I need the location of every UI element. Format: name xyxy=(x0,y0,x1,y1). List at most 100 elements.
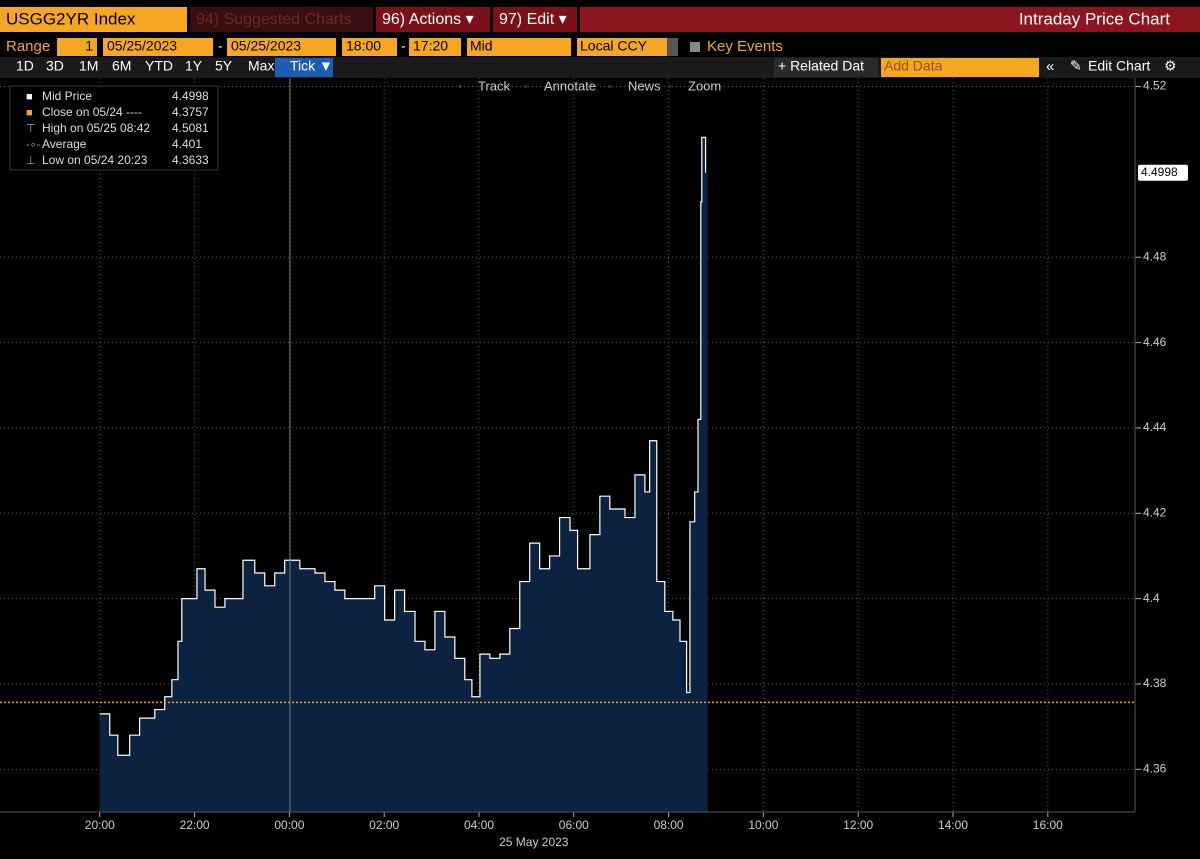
y-tick-label: 4.38 xyxy=(1143,676,1167,690)
range-value[interactable]: 1 xyxy=(85,38,93,54)
x-tick-label: 10:00 xyxy=(748,818,778,832)
period-button[interactable]: 5Y xyxy=(215,58,233,74)
edit-chart[interactable]: Edit Chart xyxy=(1088,58,1150,74)
period-buttons: 1D 3D 1M 6M YTD 1Y 5Y Max Tick ▼ xyxy=(16,58,333,77)
x-tick-label: 00:00 xyxy=(274,818,304,832)
input[interactable] xyxy=(881,58,1039,77)
y-tick-label: 4.4 xyxy=(1143,591,1160,605)
start-date[interactable]: 05/25/2023 xyxy=(107,38,177,54)
checkbox[interactable] xyxy=(690,42,700,52)
chart-tool[interactable]: Track xyxy=(478,78,511,93)
period-button[interactable]: Tick ▼ xyxy=(290,58,333,74)
ticker-box[interactable] xyxy=(0,7,187,32)
period-button[interactable]: 6M xyxy=(112,58,131,74)
menu-button[interactable] xyxy=(493,7,577,32)
period-button[interactable]: YTD xyxy=(145,58,173,74)
dropdown[interactable] xyxy=(577,38,677,56)
tool-icon[interactable]: ◦ xyxy=(524,81,528,93)
input[interactable] xyxy=(103,38,213,56)
legend-value: 4.3757 xyxy=(172,105,209,119)
menu-button[interactable] xyxy=(190,7,373,32)
period-selected[interactable] xyxy=(275,58,333,77)
x-tick-label: 04:00 xyxy=(464,818,494,832)
legend-icon: ⊥ xyxy=(26,155,36,167)
legend-value: 4.3633 xyxy=(172,153,209,167)
x-tick-label: 06:00 xyxy=(559,818,589,832)
collapse[interactable]: « xyxy=(1046,58,1054,75)
legend-label: Low on 05/24 20:23 xyxy=(42,153,148,167)
dash: - xyxy=(401,38,406,54)
ticker[interactable]: USGG2YR Index xyxy=(6,9,136,28)
field[interactable]: Mid xyxy=(470,38,493,54)
legend-value: 4.5081 xyxy=(172,121,209,135)
tool-icon[interactable]: ◦ xyxy=(608,81,612,93)
price-line xyxy=(99,136,707,756)
period-button[interactable]: 1Y xyxy=(185,58,203,74)
input[interactable] xyxy=(227,38,336,56)
tool-icon[interactable]: ◦ xyxy=(458,81,462,93)
related-data[interactable]: + Related Dat xyxy=(778,58,864,74)
legend-label: High on 05/25 08:42 xyxy=(42,121,150,135)
settings-icon[interactable]: ⚙ xyxy=(1164,58,1177,74)
dropdown-arrow[interactable] xyxy=(667,38,678,56)
period-button[interactable]: 1D xyxy=(16,58,34,74)
date-label: 25 May 2023 xyxy=(499,835,569,849)
x-tick-label: 22:00 xyxy=(180,818,210,832)
chart-tool[interactable]: News xyxy=(628,78,661,93)
legend-icon: ■ xyxy=(26,91,33,103)
chart-tools: ◦ Track ◦ Annotate ◦ News ◦ Zoom xyxy=(458,78,721,93)
dash: - xyxy=(218,38,223,54)
menu-button[interactable] xyxy=(376,7,490,32)
area xyxy=(99,137,708,812)
y-tick-label: 4.52 xyxy=(1143,79,1167,93)
y-tick-label: 4.36 xyxy=(1143,761,1167,775)
y-tick-label: 4.44 xyxy=(1143,420,1167,434)
plot: 4.36 4.38 4.4 4.42 4.44 4.46 4.48 4.52 20:00 22:0… xyxy=(0,78,1188,849)
legend-label: Close on 05/24 ---- xyxy=(42,105,142,119)
x-tick-label: 02:00 xyxy=(369,818,399,832)
legend-icon: ■ xyxy=(26,107,33,119)
x-tick-label: 08:00 xyxy=(654,818,684,832)
end-date[interactable]: 05/25/2023 xyxy=(231,38,301,54)
end-time[interactable]: 17:20 xyxy=(413,38,448,54)
x-tick-label: 20:00 xyxy=(85,818,115,832)
y-tick-label: 4.46 xyxy=(1143,335,1167,349)
page-title: Intraday Price Chart xyxy=(1019,9,1170,28)
dropdown[interactable] xyxy=(467,38,571,56)
tool-icon[interactable]: ◦ xyxy=(668,81,672,93)
period-button[interactable]: 3D xyxy=(46,58,64,74)
legend-value: 4.4998 xyxy=(172,89,209,103)
period-button[interactable]: Max xyxy=(248,58,274,74)
button[interactable] xyxy=(774,58,878,77)
edit-icon[interactable]: ✎ xyxy=(1070,58,1082,74)
add-data[interactable]: Add Data xyxy=(884,58,943,74)
x-tick-label: 16:00 xyxy=(1033,818,1063,832)
input[interactable] xyxy=(57,38,97,56)
legend-icon: ⊤ xyxy=(26,123,36,135)
menu-item[interactable]: 94) Suggested Charts xyxy=(196,11,352,28)
input[interactable] xyxy=(409,38,461,56)
last-price-box xyxy=(1138,164,1188,181)
legend-box xyxy=(9,85,219,171)
chart-tool[interactable]: Zoom xyxy=(688,78,721,93)
y-tick-label: 4.48 xyxy=(1143,249,1167,263)
x-tick-label: 12:00 xyxy=(843,818,873,832)
range-label: Range xyxy=(6,38,50,55)
start-time[interactable]: 18:00 xyxy=(346,38,381,54)
menu-item[interactable]: 96) Actions ▾ xyxy=(382,11,474,28)
y-tick-label: 4.42 xyxy=(1143,505,1167,519)
legend-label: Mid Price xyxy=(42,89,92,103)
key-events[interactable]: Key Events xyxy=(707,38,783,55)
x-tick-label: 14:00 xyxy=(938,818,968,832)
period-button[interactable]: 1M xyxy=(79,58,98,74)
legend-value: 4.401 xyxy=(172,137,202,151)
last-price-label: 4.4998 xyxy=(1141,165,1178,179)
chart-tool[interactable]: Annotate xyxy=(544,78,596,93)
legend: ■ Mid Price 4.4998 ■ Close on 05/24 ---- 4.37… xyxy=(26,89,209,167)
currency[interactable]: Local CCY xyxy=(580,38,648,54)
menu-item[interactable]: 97) Edit ▾ xyxy=(499,11,567,28)
legend-icon: -∘- xyxy=(26,139,41,151)
input[interactable] xyxy=(342,38,397,56)
